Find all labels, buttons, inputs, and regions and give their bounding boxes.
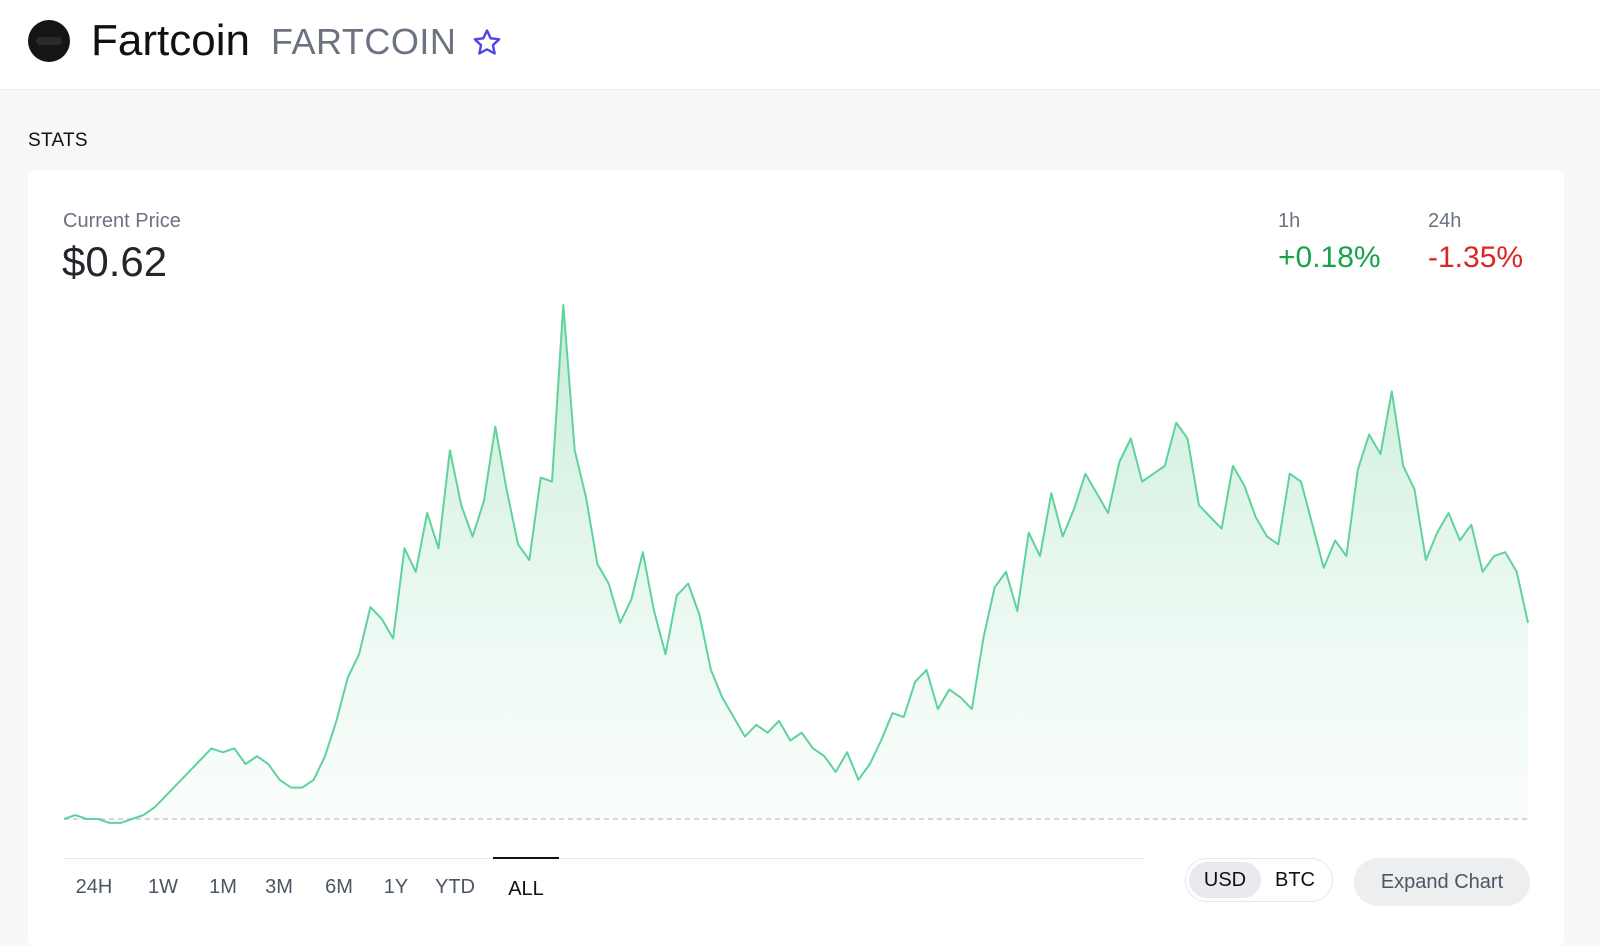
current-price-label: Current Price xyxy=(63,210,181,232)
price-chart[interactable] xyxy=(28,171,1564,851)
fartcoin-logo-icon xyxy=(28,20,70,62)
range-tab-1m[interactable]: 1M xyxy=(209,876,237,898)
coin-symbol: FARTCOIN xyxy=(271,21,457,62)
coin-name: Fartcoin xyxy=(91,16,250,65)
range-tab-3m[interactable]: 3M xyxy=(265,876,293,898)
chart-area-fill xyxy=(64,305,1528,823)
currency-btc-option[interactable]: BTC xyxy=(1275,869,1315,891)
range-tab-all[interactable]: ALL xyxy=(493,857,559,903)
stats-heading: STATS xyxy=(28,130,88,151)
range-tab-6m[interactable]: 6M xyxy=(325,876,353,898)
range-tab-24h[interactable]: 24H xyxy=(75,876,113,898)
range-tab-1y[interactable]: 1Y xyxy=(383,876,409,898)
change-1h-value: +0.18% xyxy=(1278,241,1381,274)
currency-toggle: USD BTC xyxy=(1185,858,1333,902)
expand-chart-button[interactable]: Expand Chart xyxy=(1354,858,1530,906)
range-tab-1w[interactable]: 1W xyxy=(148,876,178,898)
chart-price-line xyxy=(63,304,1529,824)
change-1h-label: 1h xyxy=(1278,210,1301,232)
change-24h-label: 24h xyxy=(1428,210,1462,232)
current-price-value: $0.62 xyxy=(62,238,168,285)
change-24h-value: -1.35% xyxy=(1428,241,1524,274)
star-icon-svg xyxy=(473,29,501,55)
star-outline-icon[interactable] xyxy=(470,26,504,60)
price-stats-card: Current Price $0.62 1h +0.18% 24h -1.35%… xyxy=(28,171,1564,946)
range-tab-ytd[interactable]: YTD xyxy=(435,876,475,898)
coin-header: Fartcoin FARTCOIN xyxy=(0,0,1600,90)
currency-usd-option[interactable]: USD xyxy=(1189,862,1261,898)
range-tabs-divider xyxy=(63,858,1144,859)
